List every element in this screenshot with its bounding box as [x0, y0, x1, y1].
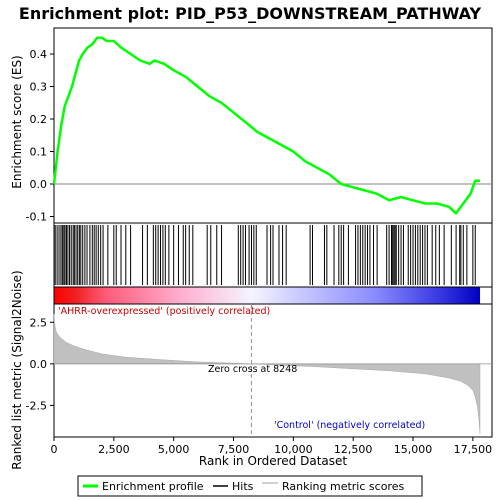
metric-y-tick-label: -2.5: [26, 399, 47, 412]
x-tick-label: 12,500: [334, 443, 373, 456]
ranking-metric-area: [53, 313, 481, 434]
es-y-tick-label: -0.1: [26, 211, 47, 224]
positive-correlation-label: 'AHRR-overexpressed' (positively correla…: [58, 306, 270, 317]
heat-bar-fill: [54, 287, 481, 304]
negative-correlation-label: 'Control' (negatively correlated): [274, 420, 425, 431]
zero-cross-label: Zero cross at 8248: [208, 364, 297, 375]
x-tick-label: 10,000: [274, 443, 313, 456]
metric-y-axis-label: Ranked list metric (Signal2Noise): [10, 270, 24, 469]
x-tick-label: 17,500: [454, 443, 493, 456]
x-axis-label: Rank in Ordered Dataset: [199, 454, 347, 468]
enrichment-profile-line: [52, 36, 480, 215]
es-panel-frame: [53, 27, 493, 224]
x-tick-label: 0: [51, 443, 58, 456]
x-tick-label: 7,500: [218, 443, 250, 456]
legend-es-label: Enrichment profile: [102, 480, 204, 493]
correlation-heat-bar: [53, 286, 493, 305]
es-y-tick-label: 0.3: [30, 81, 48, 94]
legend-hits-label: Hits: [232, 480, 254, 493]
es-y-tick-label: 0.0: [30, 178, 48, 191]
es-y-axis-label: Enrichment score (ES): [10, 55, 24, 188]
es-y-tick-label: 0.2: [30, 113, 48, 126]
metric-y-tick-label: 0.0: [30, 358, 48, 371]
es-panel: -0.1 0.0 0.1 0.2 0.3 0.4: [26, 27, 493, 224]
legend: Enrichment profile Hits Ranking metric s…: [77, 475, 423, 497]
metric-panel-frame: [53, 303, 493, 438]
metric-panel: 2.5 0.0 -2.5: [26, 303, 493, 438]
legend-box: [77, 475, 423, 497]
x-tick-label: 2,500: [98, 443, 130, 456]
chart-title: Enrichment plot: PID_P53_DOWNSTREAM_PATH…: [19, 4, 482, 23]
legend-metric-label: Ranking metric scores: [282, 480, 404, 493]
es-y-tick-label: 0.4: [30, 48, 48, 61]
x-tick-label: 5,000: [158, 443, 190, 456]
metric-y-tick-label: 2.5: [30, 316, 48, 329]
es-y-tick-label: 0.1: [30, 146, 48, 159]
x-tick-label: 15,000: [394, 443, 433, 456]
hits-panel: [53, 222, 493, 288]
x-axis: 0 2,500 5,000 7,500 10,000 12,500 15,000 17,500: [51, 437, 493, 456]
